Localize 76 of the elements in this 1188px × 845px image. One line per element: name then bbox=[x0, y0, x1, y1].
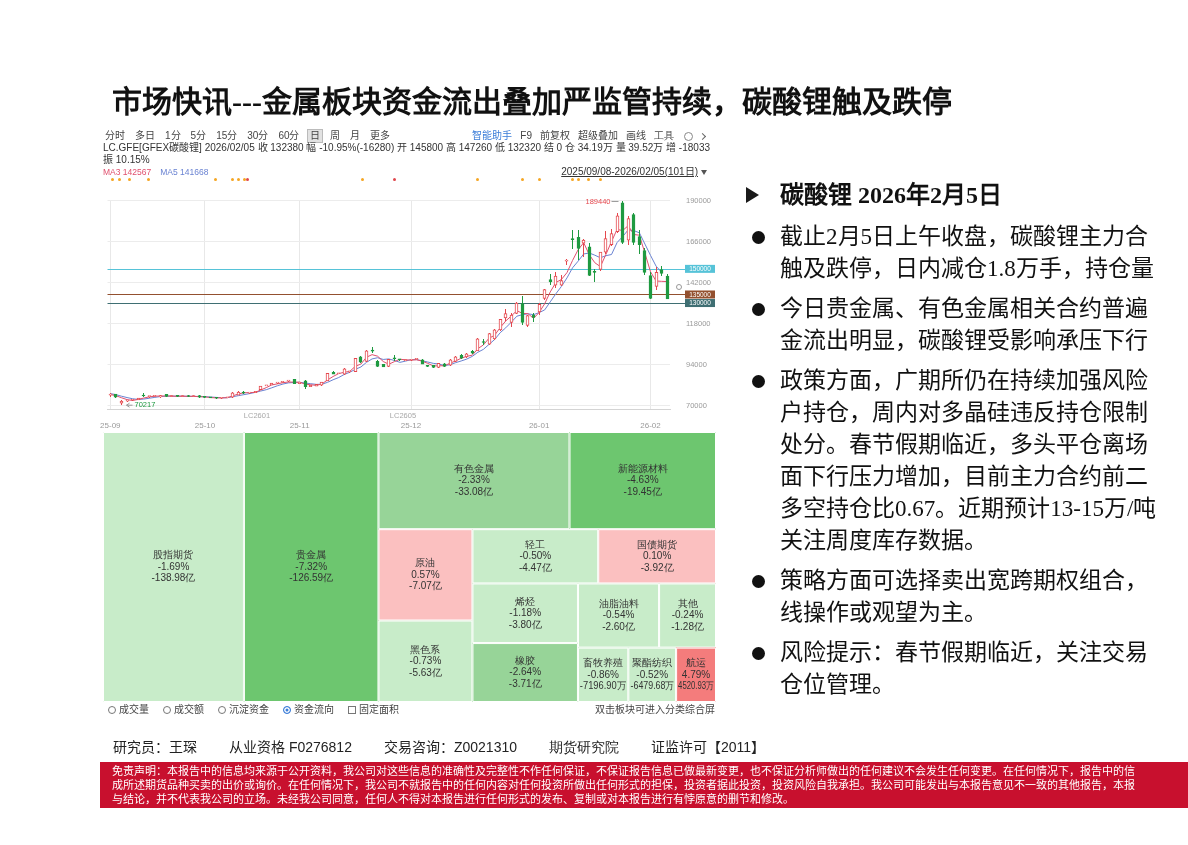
footer-banner: 免责声明：本报告中的信息均来源于公开资料，我公司对这些信息的准确性及完整性不作任何保证，不保证报告信息已做最新变更，也不保证分析师做出的任何建议不会发生任何变更。在任何情况下，报告中的信成所述期货品种买卖的出价或询价。在任何情况下，我公司不就报告中的任何内容对任何投资所做出任何形式的担保，投资者据此投资，投资风险自我承担。我公司可能发出与本报告意见不一致的其他报告，本报与结论，并不代表我公司的立场。未经我公司同意，任何人不得对本报告进行任何形式的发布、复制或对本报告进行有悖原意的删节和修改。 bbox=[100, 762, 1188, 808]
category-label: 橡胶 bbox=[515, 654, 536, 666]
text: 证监许可【2011】 bbox=[651, 738, 766, 756]
text: 成交量 bbox=[119, 704, 149, 716]
text: 政策方面，广期所仍在持续加强风险户持仓，周内对多晶硅违反持仓限制处分。春节假期临近，多头平仓离场面下行压力增加，目前主力合约前二多空持仓比0.67。近期预计13-15万/吨关注周度库存数据。 bbox=[780, 367, 1158, 555]
text: MA3 142567 bbox=[103, 167, 152, 177]
data-label: 0.57% bbox=[411, 568, 440, 580]
text: 风险提示：春节假期临近，关注交易仓位管理。 bbox=[780, 639, 1149, 699]
text: 碳酸锂 2026年2月5日 bbox=[780, 181, 1002, 209]
chart-title: LC.GFE[GFEX碳酸锂] 2026/02/05 收 132380 幅 -10.95%(-16280) 开 145800 高 147260 低 132320 结 0 仓 34.19万 量 39.52万 增 -18033 振 10.15% bbox=[103, 142, 711, 166]
category-label: 航运 bbox=[686, 657, 707, 669]
category-label: 新能源材料 bbox=[617, 462, 668, 474]
text: 沉淀资金 bbox=[229, 704, 269, 716]
data-label: -2.64% bbox=[509, 666, 542, 678]
data-label: -0.54% bbox=[602, 609, 635, 621]
data-label: 4.79% bbox=[681, 668, 711, 680]
x-tick-label: 26-01 bbox=[528, 421, 550, 430]
data-label: -4.47亿 bbox=[518, 561, 552, 573]
x-tick-label: 25-10 bbox=[194, 421, 216, 430]
category-label: 烯烃 bbox=[515, 595, 536, 607]
category-label: 油脂油料 bbox=[598, 597, 639, 609]
category-label: 股指期货 bbox=[153, 549, 194, 561]
category-label: 国债期货 bbox=[637, 538, 678, 550]
text: 研究员：王琛 bbox=[113, 738, 197, 756]
category-label: 有色金属 bbox=[453, 462, 494, 474]
data-label: -1.69% bbox=[157, 560, 190, 572]
data-label: -7.32% bbox=[295, 560, 328, 572]
category-label: 黑色系 bbox=[410, 643, 441, 655]
text: 交易咨询：Z0021310 bbox=[383, 738, 518, 756]
category-label: 原油 bbox=[415, 557, 436, 569]
text: 从业资格 F0276812 bbox=[229, 738, 352, 756]
category-label: 轻工 bbox=[525, 538, 546, 550]
data-label: -0.52% bbox=[636, 668, 669, 680]
data-label: -0.24% bbox=[671, 609, 704, 621]
text: 市场快讯---金属板块资金流出叠加严监管持续，碳酸锂触及跌停 bbox=[112, 85, 952, 118]
text: 双击板块可进入分类综合屏 bbox=[595, 704, 715, 716]
data-label: 0.10% bbox=[642, 550, 672, 562]
data-label: -4.63% bbox=[626, 474, 659, 486]
data-label: -7196.90万 bbox=[579, 679, 627, 692]
text: 2025/09/08-2026/02/05(101日) bbox=[561, 166, 698, 178]
category-label: 其他 bbox=[677, 597, 698, 609]
text: 截止2月5日上午收盘，碳酸锂主力合触及跌停，日内减仓1.8万手，持仓量 bbox=[780, 223, 1155, 283]
data-label: -2.60亿 bbox=[602, 620, 635, 632]
data-label: -0.86% bbox=[587, 668, 620, 680]
x-tick-label: 26-02 bbox=[640, 421, 662, 430]
text: 今日贵金属、有色金属相关合约普遍金流出明显，碳酸锂受影响承压下行 bbox=[780, 295, 1149, 355]
category-label: 贵金属 bbox=[296, 549, 327, 561]
data-label: -19.45亿 bbox=[623, 485, 662, 497]
data-label: -138.98亿 bbox=[151, 572, 196, 584]
text: 分时 多日 1分 5分 15分 30分 60分 日 周 月 更多 bbox=[105, 130, 390, 141]
text: MA5 141668 bbox=[160, 167, 209, 177]
text: 固定面积 bbox=[359, 704, 399, 716]
data-label: -126.59亿 bbox=[289, 572, 334, 584]
text: 成交额 bbox=[174, 704, 204, 716]
data-label: -33.08亿 bbox=[454, 485, 494, 497]
text: 智能助手 F9 前复权 超级叠加 画线 工具 bbox=[472, 130, 674, 142]
data-label: 4520.93万 bbox=[678, 680, 714, 692]
data-label: -6479.68万 bbox=[630, 679, 674, 692]
x-tick-label: 25-12 bbox=[400, 421, 422, 430]
data-label: -1.18% bbox=[509, 607, 542, 619]
text: 策略方面可选择卖出宽跨期权组合，线操作或观望为主。 bbox=[780, 567, 1149, 627]
data-label: -5.63亿 bbox=[409, 666, 442, 678]
data-label: -1.28亿 bbox=[671, 620, 704, 632]
text: 资金流向 bbox=[294, 704, 334, 716]
data-label: -3.71亿 bbox=[508, 677, 542, 689]
data-label: -3.80亿 bbox=[508, 618, 542, 630]
category-label: 畜牧养殖 bbox=[583, 657, 624, 669]
category-label: 聚酯纺织 bbox=[632, 657, 673, 669]
data-label: -2.33% bbox=[458, 474, 490, 486]
data-label: -3.92亿 bbox=[640, 561, 674, 573]
text: 期货研究院 bbox=[549, 738, 620, 756]
data-label: -7.07亿 bbox=[409, 580, 442, 592]
data-label: -0.73% bbox=[409, 655, 442, 666]
x-tick-label: 25-09 bbox=[100, 421, 122, 430]
x-tick-label: 25-11 bbox=[289, 421, 311, 430]
data-label: -0.50% bbox=[519, 550, 552, 562]
